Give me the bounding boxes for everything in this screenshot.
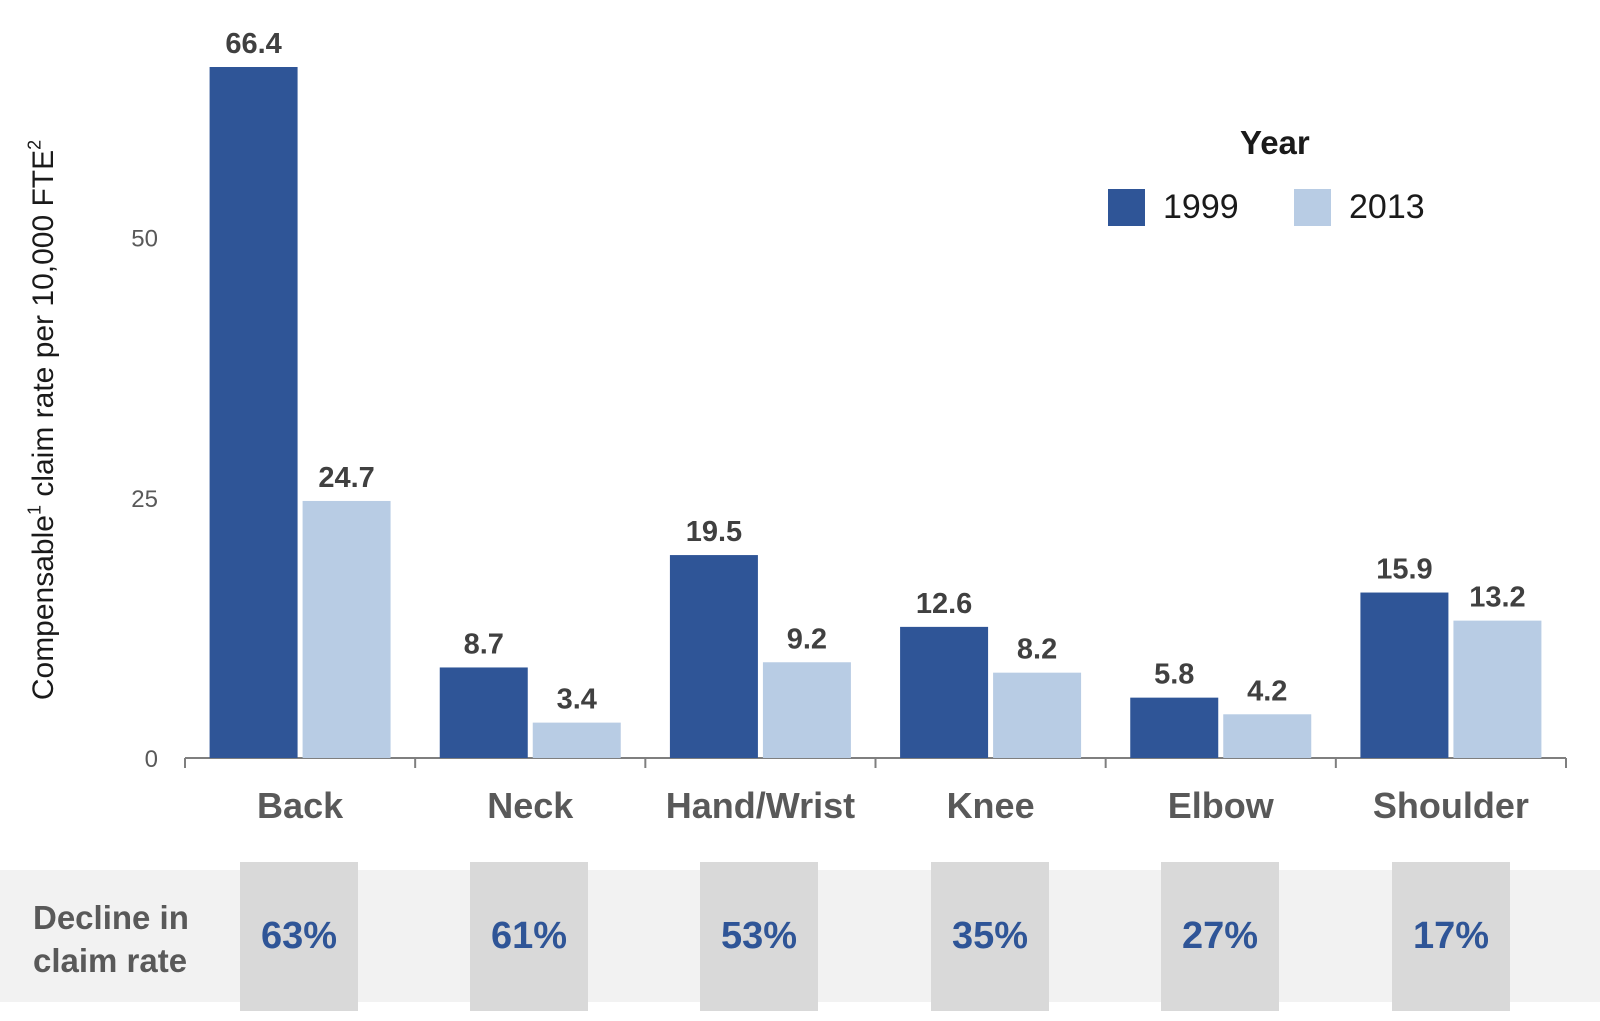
bar-chart: 0 25 50 66.4 24.7 Back 8.7 3.4 Neck 19.5 9.2 Hand/W… bbox=[131, 28, 1567, 826]
data-label-hand-wrist-1999: 19.5 bbox=[686, 516, 742, 548]
data-label-knee-1999: 12.6 bbox=[916, 588, 972, 620]
data-label-shoulder-1999: 15.9 bbox=[1376, 554, 1432, 586]
y-tick-label: 25 bbox=[131, 486, 158, 513]
data-label-knee-2013: 8.2 bbox=[1017, 634, 1057, 666]
data-label-neck-1999: 8.7 bbox=[464, 628, 504, 660]
bar-hand-wrist-1999 bbox=[669, 555, 758, 758]
bar-neck-2013 bbox=[532, 722, 621, 758]
y-tick-label: 50 bbox=[131, 226, 158, 253]
decline-label: Decline in claim rate bbox=[33, 896, 233, 982]
category-label-hand-wrist: Hand/Wrist bbox=[666, 785, 855, 826]
legend-label-2013: 2013 bbox=[1349, 188, 1425, 226]
decline-value-knee: 35% bbox=[931, 862, 1049, 1011]
decline-value-neck: 61% bbox=[470, 862, 588, 1011]
bar-elbow-1999 bbox=[1130, 697, 1219, 758]
y-tick-label: 0 bbox=[145, 746, 158, 773]
legend-swatch-1999 bbox=[1108, 189, 1145, 226]
decline-label-line2: claim rate bbox=[33, 942, 188, 979]
bar-back-2013 bbox=[302, 500, 391, 758]
data-label-back-1999: 66.4 bbox=[225, 28, 281, 60]
bar-shoulder-1999 bbox=[1360, 592, 1449, 758]
category-label-shoulder: Shoulder bbox=[1373, 785, 1529, 826]
bar-elbow-2013 bbox=[1223, 714, 1312, 758]
category-label-knee: Knee bbox=[947, 785, 1035, 826]
decline-value-shoulder: 17% bbox=[1392, 862, 1510, 1011]
bar-hand-wrist-2013 bbox=[762, 662, 851, 758]
data-label-neck-2013: 3.4 bbox=[557, 684, 597, 716]
bar-back-1999 bbox=[209, 67, 298, 758]
bar-shoulder-2013 bbox=[1453, 620, 1542, 758]
legend-label-1999: 1999 bbox=[1163, 188, 1239, 226]
bar-knee-2013 bbox=[993, 672, 1082, 758]
data-label-back-2013: 24.7 bbox=[318, 462, 374, 494]
data-label-elbow-2013: 4.2 bbox=[1247, 675, 1287, 707]
data-label-hand-wrist-2013: 9.2 bbox=[787, 623, 827, 655]
data-label-shoulder-2013: 13.2 bbox=[1469, 582, 1525, 614]
decline-value-back: 63% bbox=[240, 862, 358, 1011]
category-label-back: Back bbox=[257, 785, 344, 826]
decline-value-elbow: 27% bbox=[1161, 862, 1279, 1011]
bar-neck-1999 bbox=[439, 667, 528, 758]
legend-item-1999: 1999 bbox=[1108, 188, 1239, 227]
decline-value-hand-wrist: 53% bbox=[700, 862, 818, 1011]
legend-item-2013: 2013 bbox=[1294, 188, 1425, 227]
data-label-elbow-1999: 5.8 bbox=[1154, 659, 1194, 691]
decline-label-line1: Decline in bbox=[33, 899, 189, 936]
bar-knee-1999 bbox=[900, 626, 989, 758]
category-label-elbow: Elbow bbox=[1168, 785, 1275, 826]
category-label-neck: Neck bbox=[487, 785, 574, 826]
legend-title: Year bbox=[1240, 124, 1310, 161]
legend-swatch-2013 bbox=[1294, 189, 1331, 226]
